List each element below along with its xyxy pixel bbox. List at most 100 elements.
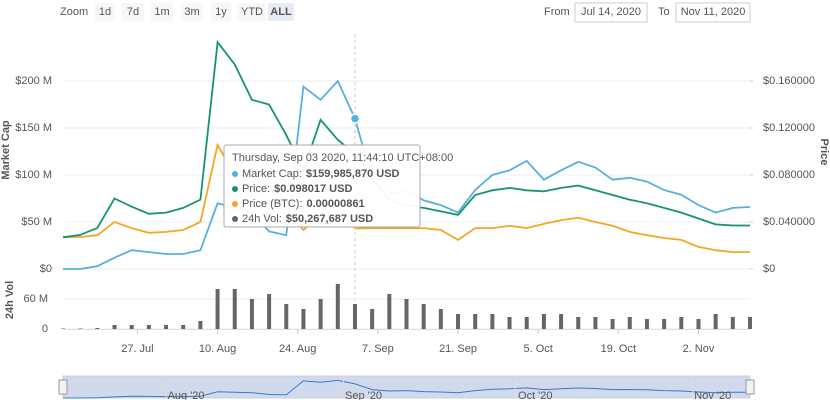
tooltip-box: [223, 144, 421, 228]
volume-bar: [318, 299, 323, 329]
volume-bar: [679, 317, 684, 329]
zoom-button[interactable]: [95, 3, 115, 21]
y-tick-label: $50 M: [21, 216, 52, 228]
volume-bar: [146, 325, 151, 329]
y2-tick-label: $0.160000: [763, 75, 815, 87]
volume-bar: [438, 309, 443, 329]
y2-axis-title: Price: [818, 139, 830, 166]
volume-bar: [232, 289, 237, 329]
volume-bar: [748, 317, 752, 329]
volume-bar: [181, 325, 186, 329]
volume-bar: [112, 325, 117, 329]
volume-bar: [284, 304, 289, 329]
y2-tick-label: $0.080000: [763, 169, 815, 181]
tooltip-value: $0.098017 USD: [274, 183, 352, 195]
volume-bar: [696, 319, 701, 329]
zoom-button-label[interactable]: 1m: [154, 6, 169, 18]
volume-bar: [164, 325, 169, 329]
zoom-button[interactable]: [211, 3, 231, 21]
tooltip-bullet: [232, 171, 238, 177]
from-label: From: [544, 6, 570, 18]
y-tick-label: $100 M: [15, 169, 52, 181]
zoom-button[interactable]: [122, 3, 144, 21]
volume-bar: [610, 319, 615, 329]
zoom-button-label[interactable]: 1d: [99, 6, 111, 18]
zoom-button-label[interactable]: YTD: [241, 6, 263, 18]
volume-bar: [662, 319, 667, 329]
to-label: To: [658, 6, 670, 18]
y-axis-title: Market Cap: [0, 120, 12, 180]
zoom-button[interactable]: [238, 3, 266, 21]
y-tick-label: 0: [42, 323, 48, 335]
volume-bar: [473, 314, 478, 329]
navigator-label: Sep '20: [345, 390, 382, 400]
tooltip-label: Price (BTC):: [242, 198, 303, 210]
navigator-handle[interactable]: [745, 379, 755, 395]
from-value[interactable]: Jul 14, 2020: [581, 6, 641, 18]
tooltip-bullet: [232, 201, 238, 207]
tooltip-label: Market Cap:: [242, 168, 302, 180]
volume-bar: [387, 294, 392, 329]
tooltip-label: Price:: [242, 183, 270, 195]
tooltip-value: 0.00000861: [307, 198, 365, 210]
zoom-button[interactable]: [268, 3, 294, 21]
volume-bar: [559, 314, 564, 329]
volume-bar: [730, 317, 735, 329]
x-tick-label: 2. Nov: [683, 343, 715, 355]
volume-bar: [61, 328, 65, 329]
y-tick-label: 60 M: [24, 293, 48, 305]
zoom-button[interactable]: [151, 3, 173, 21]
x-tick-label: 27. Jul: [121, 343, 153, 355]
toolbar: Zoom 1d 7d 1m 3m 1y YTD ALL From Jul 14, 2020 To No…: [60, 2, 751, 23]
tooltip-value: $159,985,870 USD: [306, 168, 400, 180]
y-tick-label: $150 M: [15, 122, 52, 134]
volume-bar: [507, 317, 512, 329]
volume-bar: [249, 299, 254, 329]
volume-bar: [644, 319, 649, 329]
zoom-button-label[interactable]: 3m: [184, 6, 199, 18]
navigator-handle[interactable]: [58, 379, 68, 395]
x-tick-label: 24. Aug: [279, 343, 316, 355]
volume-bar: [627, 317, 632, 329]
volume-bar: [301, 309, 306, 329]
x-tick-label: 21. Sep: [439, 343, 477, 355]
volume-bar: [95, 328, 100, 329]
zoom-button-label[interactable]: 1y: [215, 6, 227, 18]
volume-bar: [198, 321, 203, 329]
x-tick-label: 5. Oct: [524, 343, 553, 355]
tooltip-title: Thursday, Sep 03 2020, 11:44:10 UTC+08:0…: [232, 152, 453, 164]
zoom-button-label[interactable]: ALL: [270, 6, 292, 18]
volume-bar: [267, 294, 272, 329]
volume-bar: [524, 317, 529, 329]
from-input[interactable]: [574, 2, 648, 23]
volume-bar: [541, 314, 546, 329]
to-input[interactable]: [675, 2, 751, 23]
volume-bar: [456, 314, 461, 329]
y-tick-label: $200 M: [15, 75, 52, 87]
volume-bar: [421, 304, 426, 329]
zoom-button[interactable]: [181, 3, 203, 21]
navigator-label: Aug '20: [168, 390, 205, 400]
tooltip-value: $50,267,687 USD: [286, 213, 374, 225]
navigator-series: [63, 379, 751, 399]
volume-bar: [713, 314, 718, 329]
volume-bar: [352, 304, 357, 329]
volume-bar: [404, 299, 409, 329]
x-tick-label: 10. Aug: [199, 343, 236, 355]
zoom-label: Zoom: [60, 6, 88, 18]
y-axis-title: 24h Vol: [4, 281, 16, 319]
plot-area: $0 $50 M $100 M $150 M $200 M $0 $0.040000 $0.0…: [0, 34, 830, 400]
volume-bar: [215, 289, 220, 329]
volume-bar: [593, 317, 598, 329]
to-value[interactable]: Nov 11, 2020: [681, 6, 746, 18]
y2-tick-label: $0: [763, 263, 775, 275]
zoom-button-label[interactable]: 7d: [127, 6, 139, 18]
volume-bar: [129, 325, 134, 329]
y-tick-label: $0: [40, 263, 52, 275]
tooltip-label: 24h Vol:: [242, 213, 282, 225]
volume-bar: [335, 284, 340, 329]
series-line: [63, 142, 750, 253]
volume-bar: [490, 314, 495, 329]
tooltip-bullet: [232, 186, 238, 192]
